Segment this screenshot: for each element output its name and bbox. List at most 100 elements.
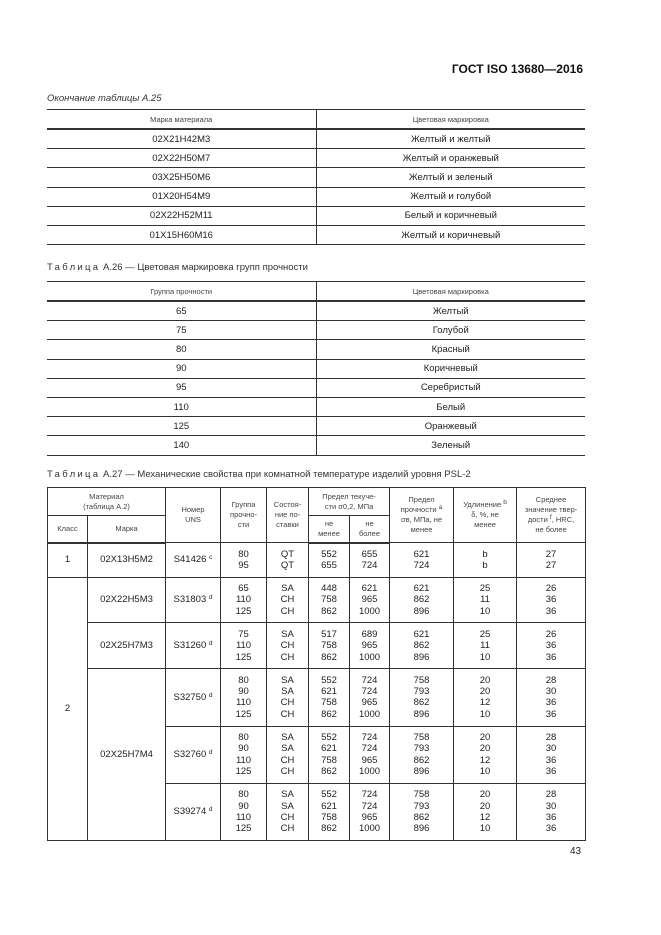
tensile-cell: 621 862 896: [389, 622, 455, 670]
yield-min-cell: 552 621 758 862: [308, 668, 351, 727]
hardness-cell: 27 27: [516, 542, 587, 578]
table-a25-caption: Окончание таблицы А.25: [47, 93, 162, 104]
header-tensile-label: Предел прочности: [400, 495, 437, 514]
column-header: Цветовая маркировка: [315, 281, 585, 302]
table-cell: Коричневый: [315, 358, 585, 379]
header-tensile: Предел прочности a σв, МПа, не менее: [389, 487, 455, 543]
page-number: 43: [570, 846, 582, 857]
header-elongation-unit: δ, %, не менее: [471, 510, 499, 529]
table-row: 75 Голубой: [47, 320, 585, 341]
header-class: Класс: [47, 515, 88, 544]
table-cell: 80: [47, 339, 316, 360]
strength-group-cell: 80 90 110 125: [220, 668, 268, 727]
caption-prefix: Таблица: [47, 262, 101, 273]
header-uns: Номер UNS: [165, 487, 222, 543]
tensile-cell: 621 724: [389, 542, 455, 578]
table-cell: 02Х22Н50М7: [47, 148, 316, 169]
delivery-state-cell: SA SA CH CH: [266, 725, 310, 784]
uns-number: S32750: [173, 691, 207, 703]
column-header: Марка материала: [47, 109, 316, 130]
table-row: 1 02Х13Н5М2 S41426 c 80 95 QT QT 552 655 655 7…: [47, 542, 587, 578]
column-header: Цветовая маркировка: [315, 109, 585, 130]
table-row: 125 Оранжевый: [47, 416, 585, 437]
delivery-state-cell: SA SA CH CH: [266, 668, 310, 727]
table-cell: Желтый и желтый: [315, 128, 585, 150]
table-row: 80 Красный: [47, 339, 585, 360]
yield-max-cell: 724 724 965 1000: [349, 725, 391, 784]
table-cell: Желтый и оранжевый: [315, 148, 585, 169]
table-cell: 02Х21Н42М3: [47, 128, 316, 150]
elongation-cell: 20 20 12 10: [453, 782, 518, 841]
uns-cell: S39274 d: [165, 782, 222, 841]
footnote-mark: a: [438, 504, 443, 511]
elongation-cell: 20 20 12 10: [453, 725, 518, 784]
header-strength-group: Группа прочно- сти: [220, 487, 268, 543]
table-row: 2 02Х22Н5М3 S31803 d 65 110 125 SA CH CH 448 …: [47, 576, 587, 841]
hardness-cell: 26 36 36: [516, 622, 587, 670]
yield-max-cell: 655 724: [349, 542, 391, 578]
elongation-cell: 25 11 10: [453, 576, 518, 624]
uns-cell: S32760 d: [165, 725, 222, 784]
table-cell: Желтый: [315, 300, 585, 322]
uns-number: S32760: [173, 749, 207, 760]
footnote-mark: d: [208, 691, 213, 699]
strength-group-cell: 80 90 110 125: [220, 725, 268, 784]
elongation-cell: b b: [453, 542, 518, 578]
table-cell: Желтый и зеленый: [315, 167, 585, 188]
table-row: 02Х22Н52М11 Белый и коричневый: [47, 205, 585, 226]
header-hardness-label: Среднее значение твер- дости: [524, 495, 578, 524]
document-id: ГОСТ ISO 13680—2016: [451, 62, 583, 76]
strength-group-cell: 80 95: [220, 542, 268, 578]
yield-min-cell: 552 621 758 862: [308, 725, 351, 784]
table-row: 140 Зеленый: [47, 435, 585, 456]
class-cell: 1: [47, 542, 88, 578]
header-delivery-state: Состоя- ние по- ставки: [266, 487, 310, 543]
hardness-cell: 28 30 36 36: [516, 782, 587, 841]
table-row: 02Х25Н7М4 S32750 d 80 90 110 125 SA SA CH C…: [48, 668, 587, 841]
table-cell: Белый: [315, 396, 585, 418]
table-cell: Желтый и коричневый: [315, 224, 585, 246]
table-cell: 140: [47, 435, 316, 456]
table-a26: Группа прочности Цветовая маркировка 65 Ж…: [47, 281, 585, 456]
header-yield: Предел текуче- сти σ0,2, МПа: [308, 487, 391, 516]
table-row: 02Х21Н42М3 Желтый и желтый: [47, 128, 585, 150]
yield-max-cell: 621 965 1000: [349, 576, 391, 624]
uns-number: S39274: [173, 806, 207, 818]
yield-max-cell: 724 724 965 1000: [349, 668, 391, 727]
strength-group-cell: 80 90 110 125: [220, 782, 268, 841]
header-tensile-unit: σв, МПа, не менее: [400, 515, 443, 534]
delivery-state-cell: SA CH CH: [266, 576, 310, 624]
table-cell: 65: [47, 300, 316, 322]
yield-min-cell: 552 621 758 862: [308, 782, 351, 841]
table-cell: Серебристый: [315, 377, 585, 398]
footnote-mark: d: [208, 749, 213, 756]
uns-cell: S41426 c: [165, 542, 222, 578]
uns-cell: S32750 d: [165, 668, 222, 727]
table-row: S39274 d 80 90 110 125 SA SA CH CH 552 621 …: [48, 782, 587, 841]
header-yield-max: не более: [349, 515, 391, 544]
header-material: Материал (таблица А.2): [46, 487, 167, 516]
yield-max-cell: 724 724 965 1000: [349, 782, 391, 841]
uns-number: S31260: [173, 640, 207, 652]
table-cell: Красный: [315, 339, 585, 360]
caption-text: А.27 — Механические свойства при комнатн…: [103, 469, 471, 480]
header-elongation: Удлинение b δ, %, не менее: [453, 487, 518, 543]
table-row: 02Х25Н7М3 S31260 d 75 110 125 SA CH CH 517 7…: [48, 622, 587, 670]
table-row: S32760 d 80 90 110 125 SA SA CH CH 552 621 …: [48, 725, 587, 784]
delivery-state-cell: QT QT: [266, 542, 310, 578]
grade-cell: 02Х22Н5М3: [86, 576, 167, 624]
table-row: 110 Белый: [47, 396, 585, 418]
header-hardness-unit: , HRC, не более: [535, 515, 575, 534]
footnote-mark: f: [549, 514, 552, 521]
table-a26-caption: Таблица А.26 — Цветовая маркировка групп…: [47, 262, 308, 273]
uns-cell: S31803 d: [165, 576, 222, 624]
footnote-mark: c: [209, 554, 213, 562]
table-a27-caption: Таблица А.27 — Механические свойства при…: [47, 469, 471, 480]
table-cell: 01Х20Н54М9: [47, 186, 316, 207]
table-row: 01Х20Н54М9 Желтый и голубой: [47, 186, 585, 207]
yield-max-cell: 689 965 1000: [349, 622, 391, 670]
uns-cell: S31260 d: [165, 622, 222, 670]
table-cell: Оранжевый: [315, 416, 585, 437]
table-row: 03Х25Н50М6 Желтый и зеленый: [47, 167, 585, 188]
class-cell: 2: [47, 576, 88, 841]
